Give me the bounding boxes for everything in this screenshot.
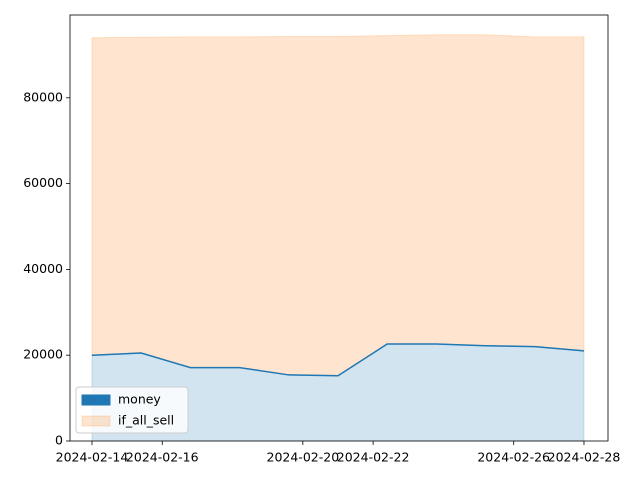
- area: [91, 34, 585, 377]
- legend-label: money: [118, 392, 161, 407]
- plot-frame: [69, 14, 609, 442]
- x-tick-label: 2024-02-28: [548, 450, 621, 465]
- line: [91, 343, 585, 377]
- x-tick-label: 2024-02-22: [337, 450, 410, 465]
- y-tick-label: 40000: [23, 261, 63, 276]
- y-tick-label: 20000: [23, 347, 63, 362]
- y-tick-label: 0: [55, 433, 63, 448]
- x-tick-label: 2024-02-26: [477, 450, 550, 465]
- legend-label: if_all_sell: [118, 413, 174, 428]
- y-tick-label: 60000: [23, 175, 63, 190]
- x-tick-label: 2024-02-16: [126, 450, 199, 465]
- legend-swatch: [81, 394, 111, 406]
- y-tick-label: 80000: [23, 89, 63, 104]
- x-tick-label: 2024-02-14: [56, 450, 129, 465]
- legend-swatch: [81, 415, 111, 427]
- x-tick-label: 2024-02-20: [267, 450, 340, 465]
